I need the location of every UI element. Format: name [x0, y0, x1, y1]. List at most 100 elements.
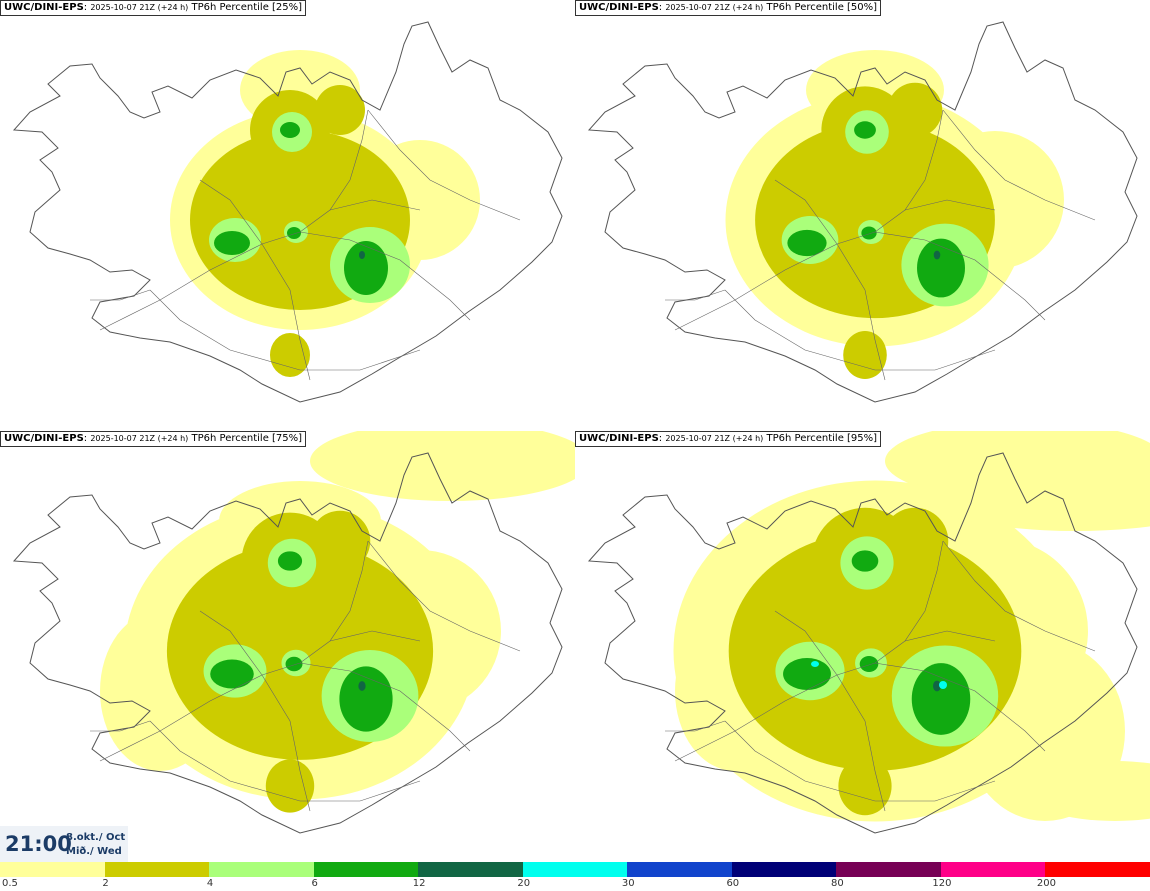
precip-area	[270, 333, 310, 377]
road-line	[774, 610, 838, 676]
legend-swatch	[209, 862, 315, 877]
precipitation-map	[587, 21, 1138, 403]
panel-run: 2025-10-07 21Z (+24 h)	[665, 434, 764, 443]
road-line	[149, 720, 421, 802]
road-line	[874, 662, 1046, 752]
coastline	[587, 452, 1138, 834]
legend-swatch	[731, 862, 837, 877]
legend-tick-label: 80	[830, 878, 844, 889]
precip-area	[933, 250, 941, 260]
legend-tick-label: 4	[206, 878, 214, 889]
precip-area	[811, 661, 819, 667]
panel-title: UWC/DINI-EPS: 2025-10-07 21Z (+24 h) TP6…	[575, 0, 882, 16]
precip-area	[339, 666, 393, 732]
panel-run: 2025-10-07 21Z (+24 h)	[90, 434, 189, 443]
panel-run: 2025-10-07 21Z (+24 h)	[665, 3, 764, 12]
road-line	[199, 610, 263, 676]
precip-area	[315, 85, 365, 135]
road-line	[149, 289, 421, 371]
panel-source: UWC/DINI-EPS	[4, 433, 84, 444]
precip-contours	[673, 431, 1150, 822]
precip-area	[861, 226, 877, 240]
road-line	[90, 720, 151, 732]
panel-field: TP6h Percentile [95%]	[766, 433, 878, 444]
precip-area	[854, 121, 876, 139]
precip-area	[309, 510, 371, 572]
road-line	[90, 289, 151, 301]
legend-tick-label: 6	[311, 878, 318, 889]
precip-area	[310, 431, 575, 501]
legend-swatch	[627, 862, 733, 877]
road-line	[836, 674, 886, 812]
panel-source: UWC/DINI-EPS	[4, 2, 84, 13]
legend-tick-label: 0.5	[2, 878, 18, 889]
legend-swatch	[313, 862, 419, 877]
road-line	[199, 179, 263, 245]
road-line	[367, 540, 521, 652]
valid-date-line1: 8.okt./ Oct	[66, 832, 126, 843]
precip-area	[851, 550, 879, 572]
legend-swatch	[0, 862, 106, 877]
precipitation-map	[12, 21, 563, 403]
precip-area	[881, 507, 949, 575]
panel-title: UWC/DINI-EPS: 2025-10-07 21Z (+24 h) TP6…	[575, 431, 882, 447]
panel-field: TP6h Percentile [75%]	[191, 433, 303, 444]
map-panel-75: UWC/DINI-EPS: 2025-10-07 21Z (+24 h) TP6…	[0, 431, 575, 862]
precip-area	[214, 231, 250, 255]
road-line	[874, 231, 1046, 321]
coastline	[587, 21, 1138, 403]
precip-area	[285, 656, 303, 672]
road-line	[665, 720, 726, 732]
legend-tick-label: 2	[102, 878, 109, 889]
legend-tick-label: 12	[412, 878, 426, 889]
valid-time: 21:00	[5, 832, 72, 856]
legend-tick-label: 20	[517, 878, 531, 889]
precipitation-map	[12, 431, 575, 834]
panel-field: TP6h Percentile [25%]	[191, 2, 303, 13]
precip-area	[911, 663, 971, 735]
legend-swatch	[1045, 862, 1150, 877]
precipitation-map	[587, 431, 1150, 834]
precip-area	[277, 551, 303, 571]
road-line	[329, 199, 421, 211]
precip-area	[859, 656, 879, 672]
road-line	[261, 243, 311, 381]
precip-area	[265, 759, 315, 813]
precip-area	[787, 229, 827, 257]
road-line	[329, 630, 421, 642]
legend-swatch	[836, 862, 942, 877]
road-line	[724, 289, 996, 371]
legend-tick-label: 200	[1036, 878, 1056, 889]
map-panel-50: UWC/DINI-EPS: 2025-10-07 21Z (+24 h) TP6…	[575, 0, 1150, 431]
road-line	[261, 674, 311, 812]
precip-area	[917, 238, 965, 298]
precip-area	[939, 681, 947, 689]
panel-title: UWC/DINI-EPS: 2025-10-07 21Z (+24 h) TP6…	[0, 431, 307, 447]
legend-tick-label: 30	[621, 878, 635, 889]
road-line	[299, 662, 471, 752]
road-line	[942, 109, 1096, 221]
color-legend: 0.5 2 4 6 12 20 30 60 80 120 200	[0, 862, 1150, 891]
precip-area	[344, 241, 388, 295]
road-line	[904, 630, 996, 642]
road-line	[904, 199, 996, 211]
road-line	[774, 179, 838, 245]
panel-field: TP6h Percentile [50%]	[766, 2, 878, 13]
valid-time-box: 21:00 8.okt./ Oct Mið./ Wed	[0, 826, 128, 862]
road-line	[942, 540, 1096, 652]
precip-area	[838, 756, 892, 816]
panel-source: UWC/DINI-EPS	[579, 433, 659, 444]
map-panel-95: UWC/DINI-EPS: 2025-10-07 21Z (+24 h) TP6…	[575, 431, 1150, 862]
precip-area	[358, 681, 366, 691]
coastline	[12, 21, 563, 403]
panel-source: UWC/DINI-EPS	[579, 2, 659, 13]
road-line	[724, 720, 996, 802]
precip-contours	[170, 50, 480, 377]
precip-area	[210, 659, 254, 689]
panel-title: UWC/DINI-EPS: 2025-10-07 21Z (+24 h) TP6…	[0, 0, 307, 16]
road-line	[665, 289, 726, 301]
precip-area	[915, 451, 1150, 531]
legend-swatch	[104, 862, 210, 877]
precip-area	[783, 658, 831, 690]
legend-tick-label: 120	[932, 878, 952, 889]
